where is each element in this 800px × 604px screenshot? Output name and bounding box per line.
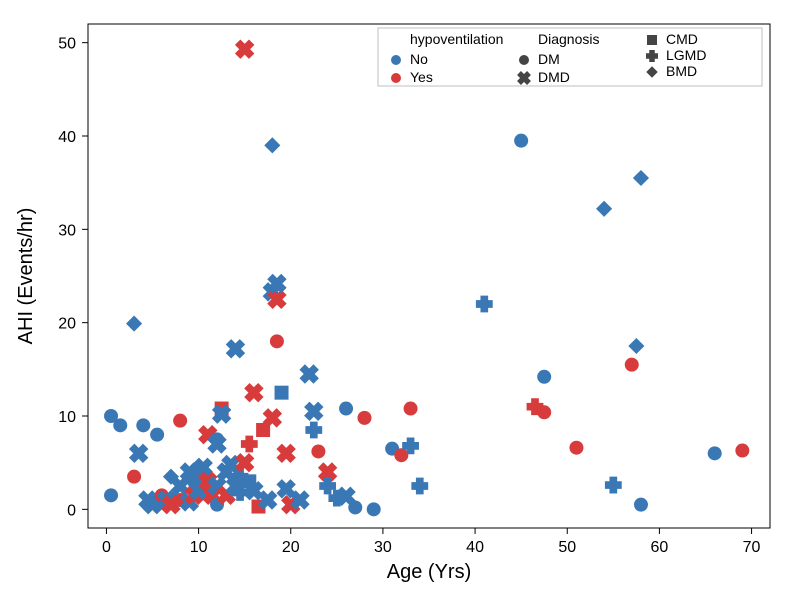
legend: hypoventilation No Yes Diagnosis DM DMD CMDLGM… bbox=[378, 28, 762, 86]
svg-text:20: 20 bbox=[282, 539, 300, 556]
svg-text:50: 50 bbox=[558, 539, 576, 556]
svg-text:50: 50 bbox=[58, 36, 76, 53]
svg-text:20: 20 bbox=[58, 316, 76, 333]
svg-text:Age (Yrs): Age (Yrs) bbox=[387, 561, 471, 583]
svg-text:Diagnosis: Diagnosis bbox=[538, 31, 599, 47]
svg-text:CMD: CMD bbox=[666, 31, 698, 47]
svg-text:60: 60 bbox=[651, 539, 669, 556]
svg-text:40: 40 bbox=[58, 129, 76, 146]
svg-text:LGMD: LGMD bbox=[666, 47, 706, 63]
svg-text:Yes: Yes bbox=[410, 69, 433, 85]
svg-text:DMD: DMD bbox=[538, 69, 570, 85]
svg-text:AHI (Events/hr): AHI (Events/hr) bbox=[15, 208, 37, 345]
svg-text:70: 70 bbox=[743, 539, 761, 556]
svg-text:BMD: BMD bbox=[666, 63, 697, 79]
svg-text:0: 0 bbox=[102, 539, 111, 556]
svg-text:10: 10 bbox=[58, 409, 76, 426]
chart-svg: 0 10 20 30 40 50 60 70 0 10 20 30 40 50 Age (Yrs) AHI (… bbox=[0, 0, 800, 604]
scatter-chart: 0 10 20 30 40 50 60 70 0 10 20 30 40 50 Age (Yrs) AHI (… bbox=[0, 0, 800, 604]
svg-text:40: 40 bbox=[466, 539, 484, 556]
svg-text:30: 30 bbox=[58, 222, 76, 239]
svg-text:DM: DM bbox=[538, 51, 560, 67]
svg-text:30: 30 bbox=[374, 539, 392, 556]
svg-text:10: 10 bbox=[190, 539, 208, 556]
svg-text:0: 0 bbox=[67, 502, 76, 519]
svg-text:No: No bbox=[410, 51, 428, 67]
svg-text:hypoventilation: hypoventilation bbox=[410, 31, 503, 47]
